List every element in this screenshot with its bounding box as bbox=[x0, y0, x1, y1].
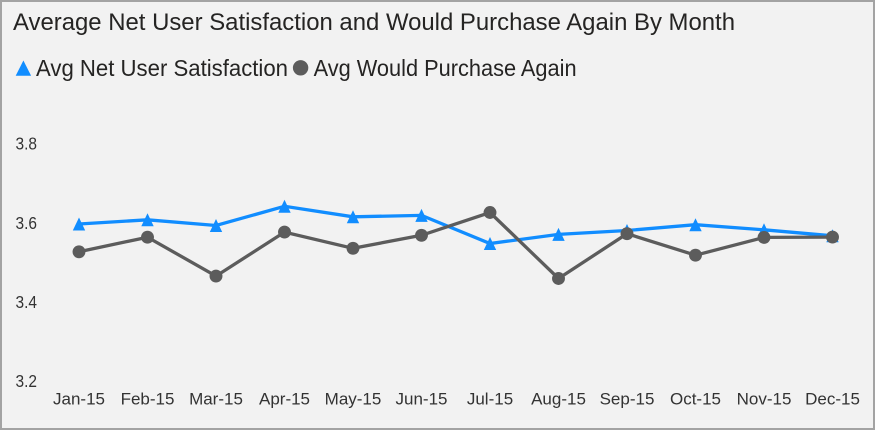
svg-text:Sep-15: Sep-15 bbox=[600, 390, 655, 409]
svg-text:Mar-15: Mar-15 bbox=[189, 390, 243, 409]
svg-text:Aug-15: Aug-15 bbox=[531, 390, 586, 409]
svg-text:Dec-15: Dec-15 bbox=[805, 390, 860, 409]
svg-text:Apr-15: Apr-15 bbox=[259, 390, 310, 409]
svg-text:Avg Would Purchase Again: Avg Would Purchase Again bbox=[314, 55, 577, 81]
svg-text:Oct-15: Oct-15 bbox=[670, 390, 721, 409]
svg-text:May-15: May-15 bbox=[325, 390, 382, 409]
svg-text:Avg Net User Satisfaction: Avg Net User Satisfaction bbox=[36, 55, 288, 81]
svg-text:Feb-15: Feb-15 bbox=[121, 390, 175, 409]
svg-text:Average Net User Satisfaction: Average Net User Satisfaction and Would … bbox=[13, 9, 735, 36]
svg-text:Jul-15: Jul-15 bbox=[467, 390, 513, 409]
svg-text:Jan-15: Jan-15 bbox=[53, 390, 105, 409]
svg-text:3.4: 3.4 bbox=[16, 292, 38, 312]
svg-text:Nov-15: Nov-15 bbox=[737, 390, 792, 409]
svg-text:3.8: 3.8 bbox=[16, 134, 38, 154]
svg-text:3.6: 3.6 bbox=[16, 213, 38, 233]
svg-text:Jun-15: Jun-15 bbox=[396, 390, 448, 409]
svg-text:3.2: 3.2 bbox=[16, 371, 38, 391]
